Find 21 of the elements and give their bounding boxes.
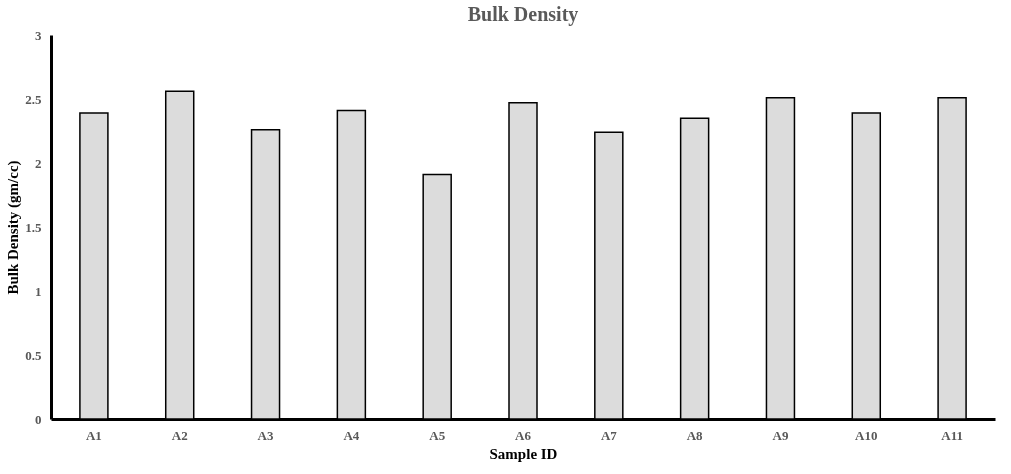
y-tick-label: 3 [35,27,42,43]
x-tick-label: A8 [686,427,704,443]
x-tick-label: A4 [343,427,360,443]
x-tick-label: A7 [600,427,618,443]
chart-title: Bulk Density [467,3,579,26]
y-axis-title: Bulk Density (gm/cc) [5,160,23,295]
y-tick-label: 1.5 [25,219,42,235]
x-tick-label: A5 [429,427,446,443]
x-tick-label: A10 [855,427,878,443]
x-tick-label: A2 [171,427,188,443]
y-tick-label: 0 [35,411,42,427]
y-tick-label: 1 [35,283,42,299]
x-axis-title: Sample ID [489,445,558,462]
x-tick-label: A3 [257,427,274,443]
x-tick-label: A9 [772,427,789,443]
x-tick-label: A6 [515,427,532,443]
y-tick-label: 2.5 [25,91,42,107]
y-tick-label: 2 [35,155,42,171]
y-tick-label: 0.5 [25,347,42,363]
x-tick-label: A11 [941,427,963,443]
x-tick-label: A1 [85,427,102,443]
